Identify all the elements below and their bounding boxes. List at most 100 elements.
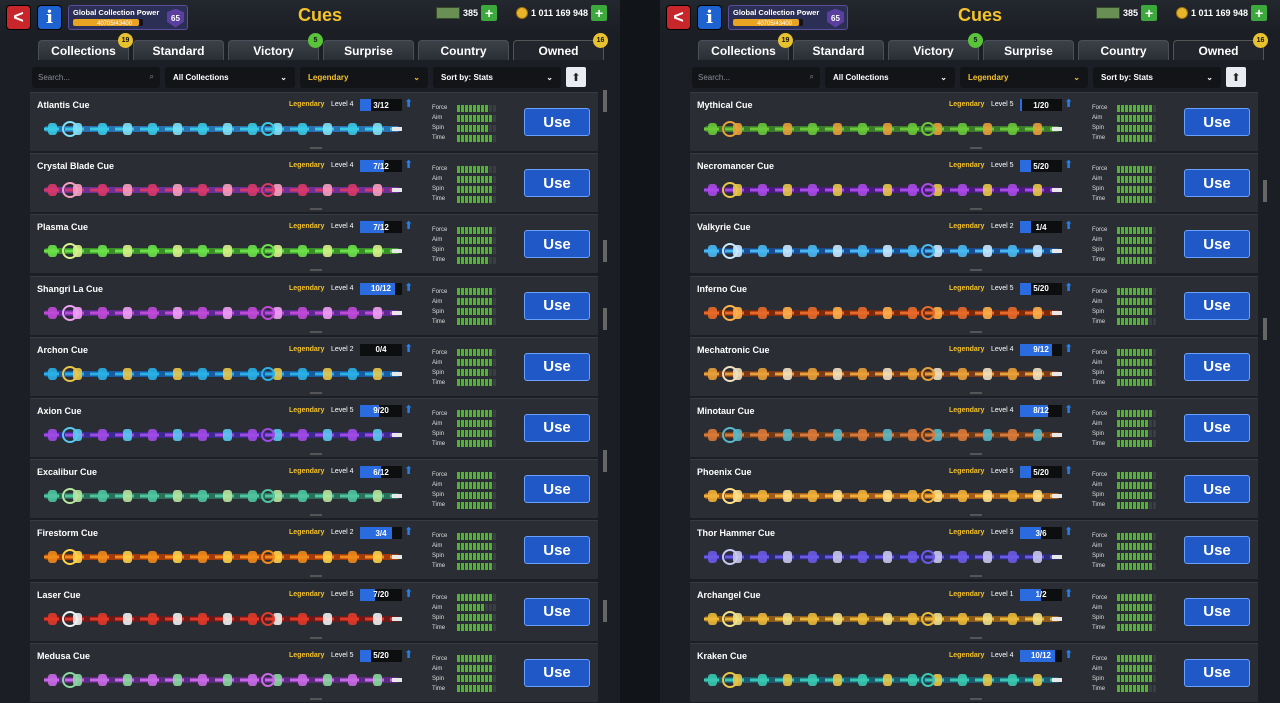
upgrade-arrow-icon[interactable]: ⬆ (1064, 159, 1074, 172)
use-button[interactable]: Use (524, 413, 590, 442)
tab-surprise[interactable]: Surprise (323, 40, 414, 60)
upgrade-arrow-icon[interactable]: ⬆ (404, 98, 414, 110)
stat-label: Time (432, 135, 446, 141)
sort-direction-icon[interactable]: ⬆ (566, 67, 586, 87)
use-button[interactable]: Use (524, 291, 590, 320)
info-icon[interactable]: i (697, 4, 722, 30)
add-coins-button[interactable]: + (1251, 5, 1268, 21)
cue-stats: Force Aim Spin Time (1092, 470, 1162, 510)
tab-collections[interactable]: Collections 19 (38, 33, 133, 60)
upgrade-arrow-icon[interactable]: ⬆ (1064, 403, 1074, 416)
scrollbar[interactable] (603, 90, 607, 700)
search-input[interactable]: Search... ⌕ (692, 66, 820, 88)
back-icon[interactable]: < (6, 4, 31, 30)
tab-standard[interactable]: Standard (133, 40, 224, 60)
tab-owned[interactable]: Owned 16 (513, 33, 608, 60)
upgrade-arrow-icon[interactable]: ⬆ (404, 465, 414, 478)
tab-country[interactable]: Country (418, 40, 509, 60)
upgrade-arrow-icon[interactable]: ⬆ (404, 403, 414, 416)
upgrade-arrow-icon[interactable]: ⬆ (1064, 587, 1074, 600)
upgrade-arrow-icon[interactable]: ⬆ (404, 342, 414, 355)
sort-dropdown[interactable]: Sort by: Stats ⌄ (433, 66, 561, 88)
cue-stats: Force Aim Spin Time (432, 409, 502, 449)
rarity-dropdown[interactable]: Legendary ⌄ (960, 66, 1088, 88)
use-button[interactable]: Use (524, 658, 590, 687)
scrollbar[interactable] (1263, 90, 1267, 700)
use-button[interactable]: Use (524, 108, 590, 136)
use-button[interactable]: Use (1184, 658, 1250, 687)
cue-image (704, 182, 1062, 199)
info-icon[interactable]: i (37, 4, 62, 30)
upgrade-arrow-icon[interactable]: ⬆ (1064, 526, 1074, 539)
use-button[interactable]: Use (524, 352, 590, 381)
row-divider (970, 452, 982, 455)
rarity-dropdown[interactable]: Legendary ⌄ (300, 66, 428, 88)
global-collection-power[interactable]: Global Collection Power 40705/43400 65 (68, 4, 188, 30)
stat-label: Aim (432, 665, 443, 672)
row-divider (970, 514, 982, 517)
tab-surprise[interactable]: Surprise (983, 40, 1074, 60)
upgrade-arrow-icon[interactable]: ⬆ (404, 159, 414, 172)
tab-country[interactable]: Country (1078, 40, 1169, 60)
upgrade-arrow-icon[interactable]: ⬆ (404, 220, 414, 233)
tab-victory[interactable]: Victory 5 (228, 33, 323, 60)
global-collection-power[interactable]: Global Collection Power 40705/43400 65 (728, 4, 848, 30)
row-divider (310, 208, 322, 211)
use-button[interactable]: Use (1184, 169, 1250, 198)
upgrade-arrow-icon[interactable]: ⬆ (1064, 342, 1074, 355)
add-cash-button[interactable]: + (481, 5, 498, 21)
upgrade-arrow-icon[interactable]: ⬆ (1064, 220, 1074, 233)
stat-bar (1117, 542, 1156, 550)
add-coins-button[interactable]: + (591, 5, 608, 21)
upgrade-arrow-icon[interactable]: ⬆ (404, 281, 414, 294)
tab-victory[interactable]: Victory 5 (888, 33, 983, 60)
rarity-label: Legendary (289, 651, 325, 659)
search-input[interactable]: Search... ⌕ (32, 66, 160, 88)
upgrade-arrow-icon[interactable]: ⬆ (1064, 465, 1074, 478)
screen-title: Cues (958, 5, 1003, 25)
stat-label: Aim (432, 298, 443, 305)
level-label: Level 4 (991, 651, 1014, 659)
tab-standard[interactable]: Standard (793, 40, 884, 60)
stat-bar (457, 532, 496, 540)
tab-collections[interactable]: Collections 19 (698, 33, 793, 60)
add-cash-button[interactable]: + (1141, 5, 1158, 21)
use-button[interactable]: Use (1184, 291, 1250, 320)
use-button[interactable]: Use (524, 230, 590, 259)
use-button[interactable]: Use (524, 536, 590, 565)
cue-stats: Force Aim Spin Time (432, 654, 502, 694)
use-button[interactable]: Use (1184, 536, 1250, 565)
stat-bar (457, 440, 496, 448)
upgrade-arrow-icon[interactable]: ⬆ (404, 526, 414, 539)
upgrade-arrow-icon[interactable]: ⬆ (404, 587, 414, 600)
stat-label: Time (432, 685, 446, 692)
upgrade-arrow-icon[interactable]: ⬆ (1064, 98, 1074, 110)
use-button[interactable]: Use (1184, 597, 1250, 626)
cue-row: Firestorm Cue Legendary Level 2 3/4 ⬆ Fo… (30, 520, 598, 580)
sort-direction-icon[interactable]: ⬆ (1226, 67, 1246, 87)
stat-bar (1117, 318, 1156, 326)
use-button[interactable]: Use (524, 475, 590, 504)
use-button[interactable]: Use (524, 169, 590, 198)
back-icon[interactable]: < (666, 4, 691, 30)
stat-bar (457, 124, 496, 132)
upgrade-arrow-icon[interactable]: ⬆ (1064, 648, 1074, 661)
use-button[interactable]: Use (1184, 475, 1250, 504)
use-button[interactable]: Use (1184, 413, 1250, 442)
cue-image (704, 426, 1062, 443)
stat-bar (1117, 175, 1156, 183)
sort-dropdown[interactable]: Sort by: Stats ⌄ (1093, 66, 1221, 88)
stat-bar (1117, 298, 1156, 306)
stat-spin: Spin (1092, 368, 1162, 378)
use-button[interactable]: Use (1184, 230, 1250, 259)
use-button[interactable]: Use (1184, 108, 1250, 136)
gcp-value: 40705/43400 (97, 20, 133, 27)
use-button[interactable]: Use (524, 597, 590, 626)
upgrade-arrow-icon[interactable]: ⬆ (1064, 281, 1074, 294)
upgrade-arrow-icon[interactable]: ⬆ (404, 648, 414, 661)
collection-dropdown[interactable]: All Collections ⌄ (165, 66, 295, 88)
collection-dropdown[interactable]: All Collections ⌄ (825, 66, 955, 88)
tab-owned[interactable]: Owned 16 (1173, 33, 1268, 60)
use-button[interactable]: Use (1184, 352, 1250, 381)
stat-bar (1117, 379, 1156, 387)
